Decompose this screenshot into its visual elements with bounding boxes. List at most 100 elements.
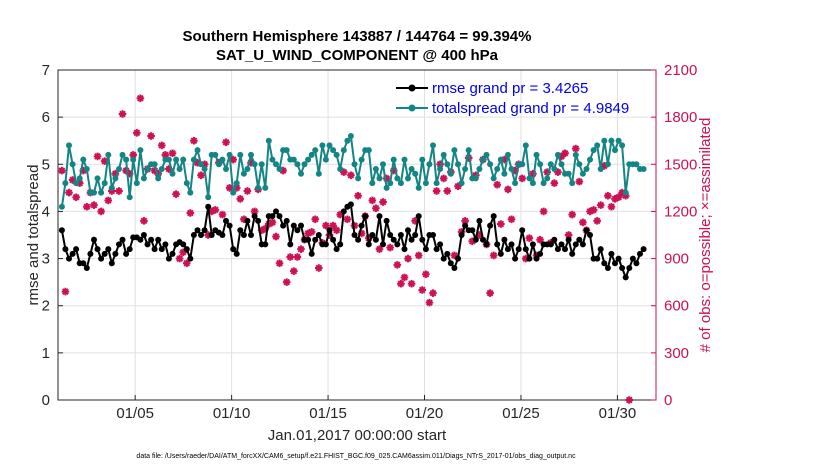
x-tick-label: 01/25 xyxy=(502,405,540,422)
rmse-point xyxy=(205,203,212,210)
spread-point xyxy=(387,180,394,187)
rmse-point xyxy=(283,217,290,224)
y-right-tick-label: 1500 xyxy=(664,156,697,173)
rmse-point xyxy=(269,213,276,220)
obs-point xyxy=(561,149,569,158)
y-left-tick-label: 7 xyxy=(42,62,50,79)
obs-point xyxy=(596,201,605,209)
legend-rmse-marker xyxy=(408,84,416,92)
rmse-point xyxy=(412,232,419,238)
rmse-point xyxy=(119,236,126,243)
spread-point xyxy=(583,166,590,172)
spread-point xyxy=(105,151,112,158)
obs-point xyxy=(404,254,412,263)
spread-point xyxy=(380,161,386,168)
x-tick-label: 01/05 xyxy=(116,405,154,422)
spread-point xyxy=(522,142,529,149)
spread-point xyxy=(347,133,354,139)
rmse-point xyxy=(198,232,204,238)
rmse-point xyxy=(472,236,479,243)
rmse-point xyxy=(308,250,315,257)
rmse-point xyxy=(576,236,583,243)
rmse-point xyxy=(558,241,565,248)
spread-point xyxy=(91,189,97,196)
obs-point xyxy=(332,226,341,235)
spread-point xyxy=(579,170,586,177)
spread-point xyxy=(369,180,376,187)
obs-point xyxy=(536,235,544,244)
rmse-point xyxy=(401,246,408,253)
rmse-point xyxy=(462,222,469,229)
obs-point xyxy=(589,206,598,214)
obs-point xyxy=(375,245,384,253)
spread-point xyxy=(62,180,69,187)
rmse-point xyxy=(597,246,604,253)
rmse-point xyxy=(440,255,447,262)
obs-point xyxy=(315,264,323,272)
legend: rmse grand pr = 3.4265 totalspread grand… xyxy=(396,80,629,117)
rmse-point xyxy=(305,236,312,243)
obs-point xyxy=(354,191,362,200)
spread-point xyxy=(615,137,622,144)
spread-point xyxy=(326,142,333,149)
obs-point xyxy=(297,245,305,253)
obs-point xyxy=(118,110,127,118)
spread-point xyxy=(248,151,254,158)
rmse-point xyxy=(347,201,354,208)
spread-point xyxy=(597,166,604,172)
spread-point xyxy=(497,156,504,163)
spread-point xyxy=(640,166,647,172)
rmse-point xyxy=(419,236,426,243)
spread-point xyxy=(83,166,90,172)
spread-point xyxy=(237,151,244,158)
obs-point xyxy=(211,206,220,214)
y-axis-label-right: # of obs: o=possible; ×=assimilated xyxy=(697,118,714,353)
rmse-point xyxy=(433,246,440,253)
rmse-point xyxy=(155,236,162,243)
obs-point xyxy=(443,187,452,195)
spread-point xyxy=(487,161,494,168)
obs-point xyxy=(418,286,427,294)
spread-point xyxy=(601,137,608,144)
spread-point xyxy=(322,156,329,163)
spread-point xyxy=(205,194,212,201)
spread-point xyxy=(565,170,572,177)
spread-point xyxy=(433,180,440,187)
rmse-point xyxy=(458,232,465,238)
spread-point xyxy=(458,180,465,187)
obs-point xyxy=(604,191,612,200)
rmse-point xyxy=(476,217,483,224)
spread-point xyxy=(551,166,558,172)
spread-point xyxy=(569,180,576,187)
spread-point xyxy=(76,175,83,182)
spread-point xyxy=(608,137,615,144)
obs-point xyxy=(61,287,70,296)
rmse-point xyxy=(162,241,169,248)
y-right-tick-label: 1800 xyxy=(664,109,697,126)
spread-point xyxy=(476,166,483,172)
rmse-point xyxy=(165,255,172,262)
obs-point xyxy=(197,171,205,180)
y-right-tick-label: 600 xyxy=(664,298,689,315)
obs-point xyxy=(407,279,416,288)
spread-point xyxy=(390,156,397,163)
rmse-point xyxy=(430,232,436,238)
rmse-point xyxy=(601,260,608,267)
rmse-point xyxy=(447,260,454,267)
rmse-point xyxy=(633,260,640,267)
spread-point xyxy=(554,151,561,158)
x-tick-label: 01/10 xyxy=(213,405,251,422)
obs-point xyxy=(58,166,66,175)
obs-point xyxy=(275,259,284,268)
obs-point xyxy=(83,202,91,211)
spread-point xyxy=(340,147,347,154)
obs-point xyxy=(507,215,516,224)
spread-point xyxy=(365,147,372,154)
rmse-point xyxy=(148,236,155,243)
rmse-point xyxy=(483,241,490,248)
obs-point xyxy=(268,218,277,227)
spread-point xyxy=(116,166,122,172)
rmse-point xyxy=(287,241,294,248)
spread-point xyxy=(587,156,593,163)
rmse-point xyxy=(522,246,529,253)
